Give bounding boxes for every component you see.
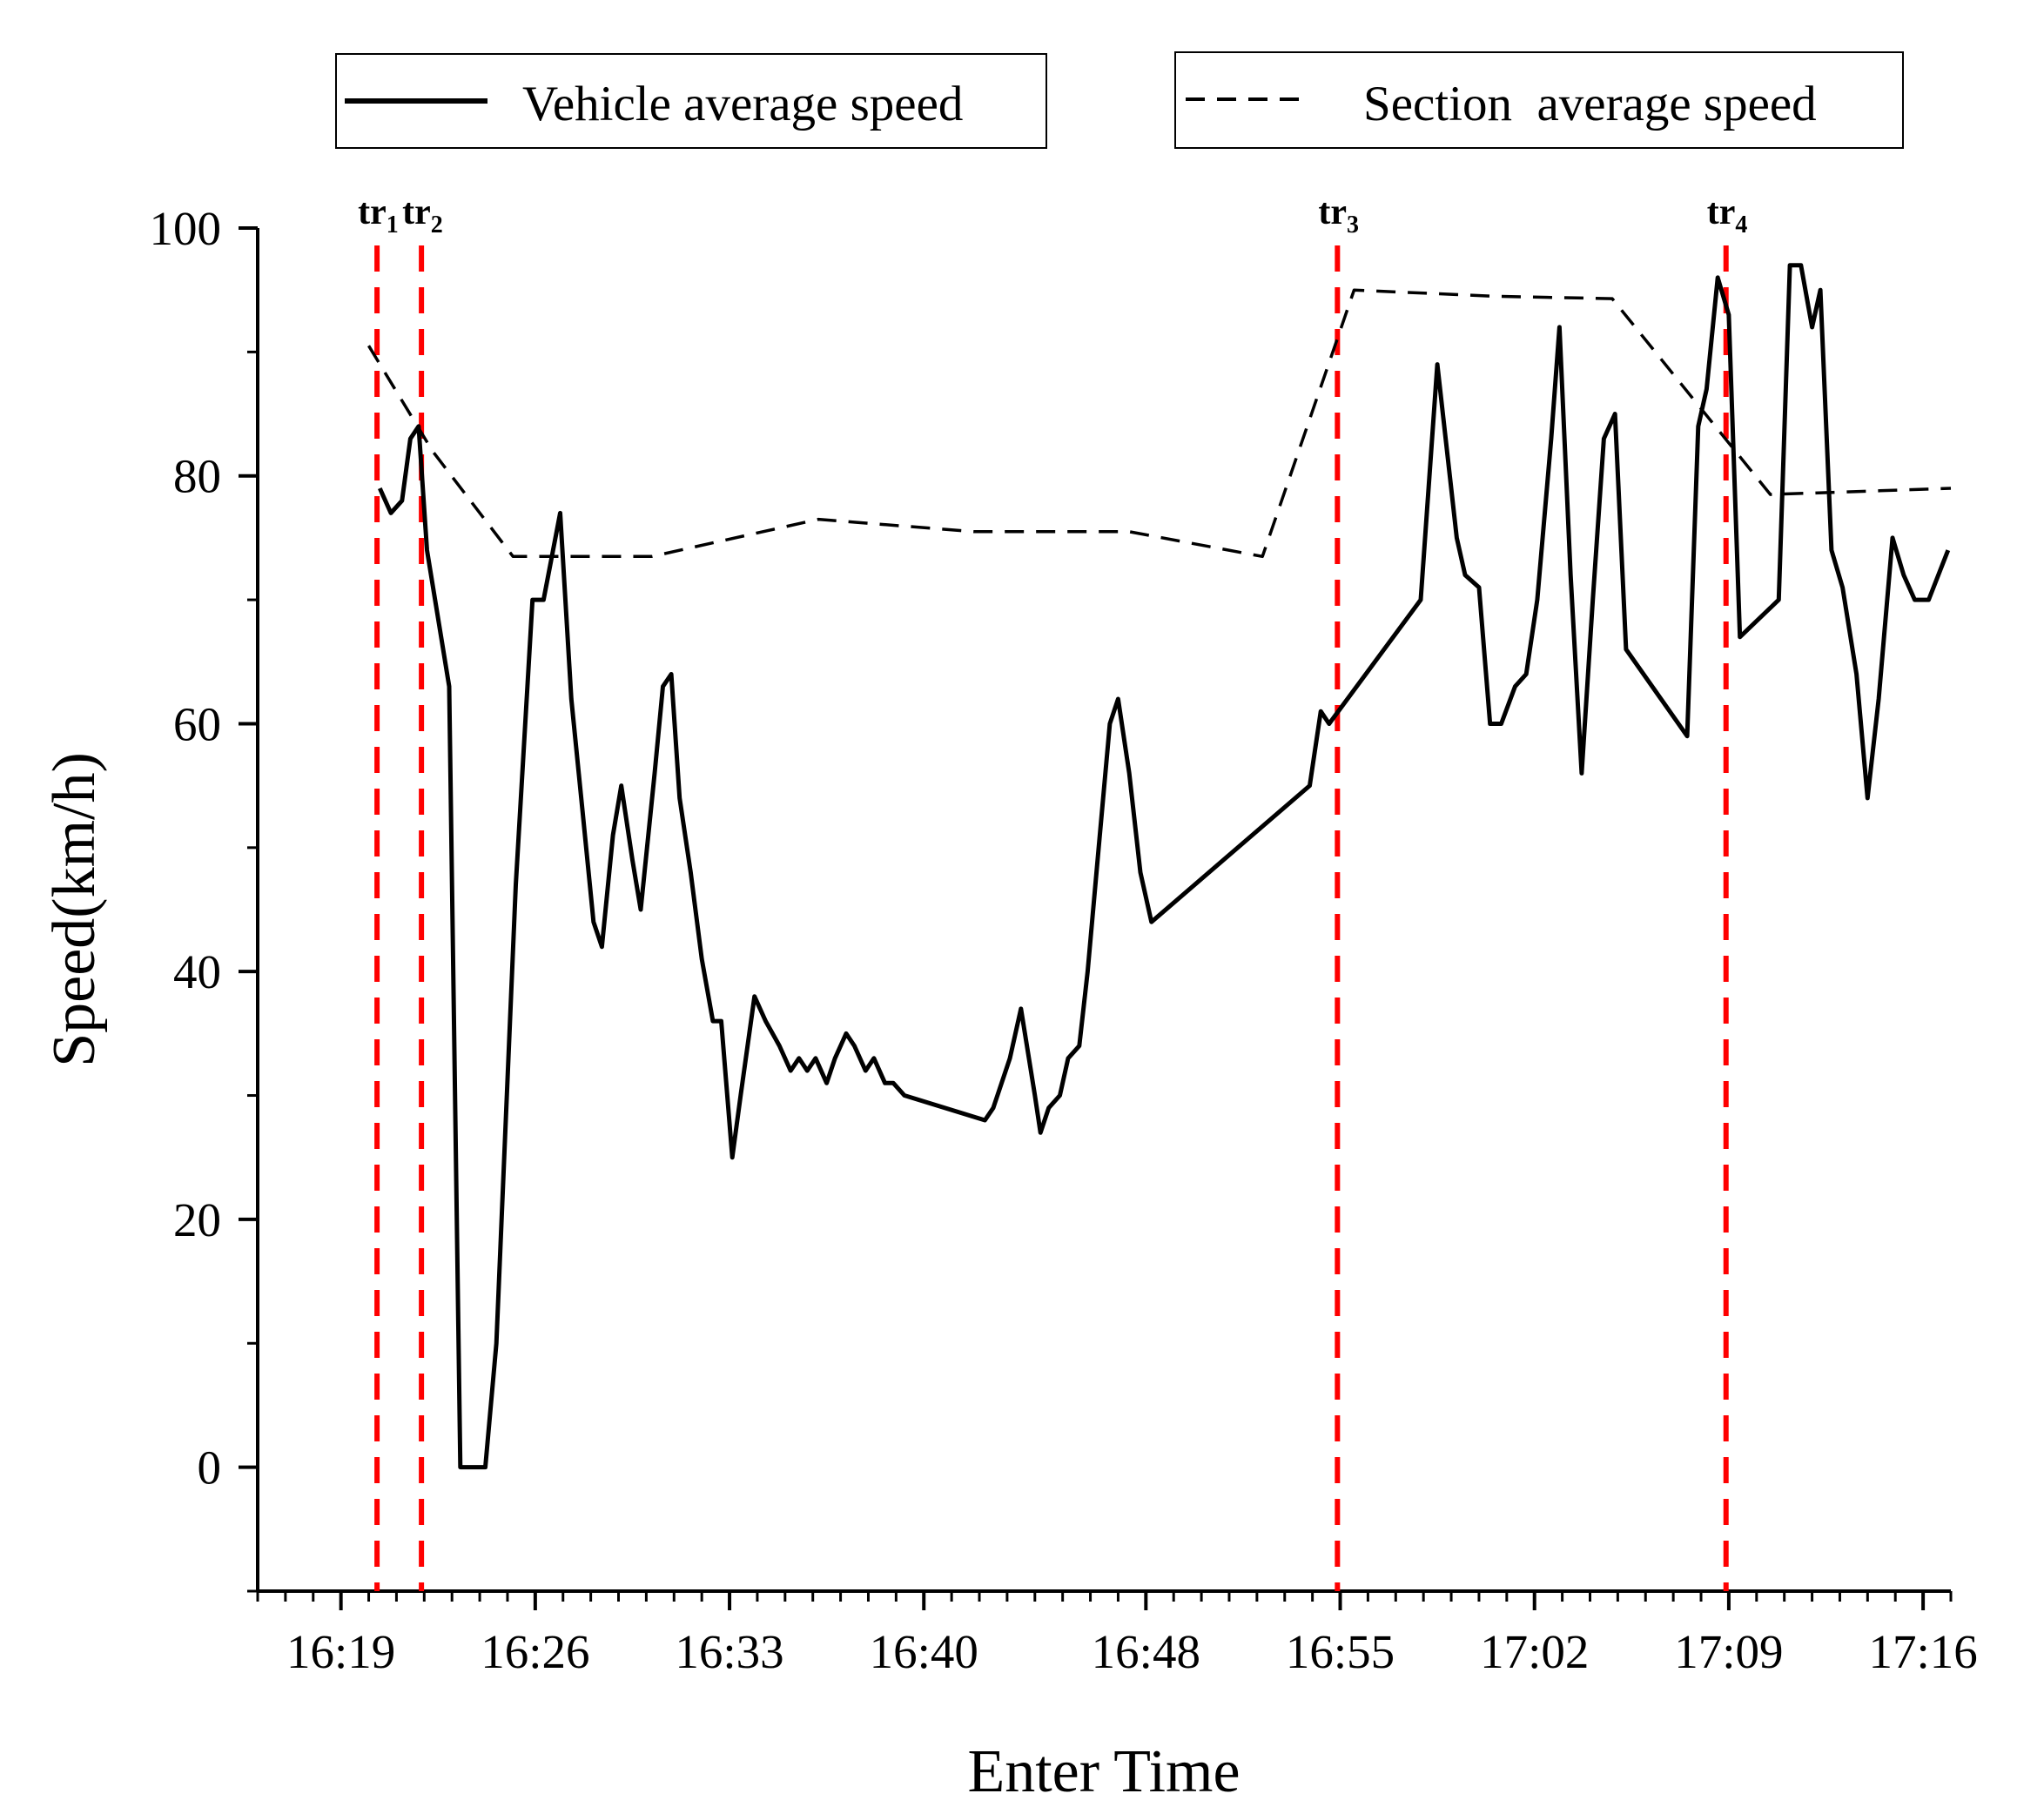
legend-label-vehicle: Vehicle average speed — [522, 77, 963, 131]
y-tick-label: 40 — [173, 945, 221, 998]
y-tick-label: 100 — [150, 202, 222, 255]
x-tick-label: 16:33 — [675, 1625, 783, 1678]
series-layer — [367, 263, 1952, 1470]
y-axis-title: Speed(km/h) — [41, 752, 108, 1067]
marker-subscript: 2 — [431, 212, 443, 238]
legend-box-vehicle — [335, 53, 1047, 149]
x-tick-label: 16:55 — [1286, 1625, 1395, 1678]
series-line-section-average-speed — [367, 288, 1952, 559]
x-axis-title: Enter Time — [967, 1738, 1240, 1805]
y-tick-label: 0 — [198, 1441, 222, 1495]
marker-subscript: 1 — [387, 212, 399, 238]
x-tick-label: 16:19 — [286, 1625, 395, 1678]
marker-tr4: tr4 — [1707, 192, 1747, 1591]
x-tick-label: 17:09 — [1674, 1625, 1783, 1678]
x-tick-label: 17:16 — [1868, 1625, 1977, 1678]
x-tick-label: 17:02 — [1480, 1625, 1589, 1678]
legend-item-vehicle: Vehicle average speed — [335, 53, 1047, 149]
y-tick-label: 80 — [173, 450, 221, 503]
x-tick-label: 16:26 — [481, 1625, 589, 1678]
legend: Vehicle average speed Section average sp… — [335, 51, 1904, 149]
marker-subscript: 3 — [1347, 212, 1359, 238]
legend-item-section: Section average speed — [1174, 51, 1904, 149]
x-tick-label: 16:40 — [870, 1625, 978, 1678]
legend-label-section: Section average speed — [1363, 77, 1817, 131]
y-tick-label: 60 — [173, 697, 221, 750]
x-axis-ticks: 16:19 16:26 16:33 16:40 16:48 16:55 17:02 17:09… — [256, 1591, 1978, 1678]
legend-box-section — [1174, 51, 1904, 149]
series-line-vehicle-average-speed — [378, 263, 1951, 1470]
x-tick-label: 16:48 — [1092, 1625, 1200, 1678]
y-axis-ticks: 0 20 40 60 80 100 — [150, 202, 258, 1593]
marker-subscript: 4 — [1735, 212, 1747, 238]
y-tick-label: 20 — [173, 1193, 221, 1246]
